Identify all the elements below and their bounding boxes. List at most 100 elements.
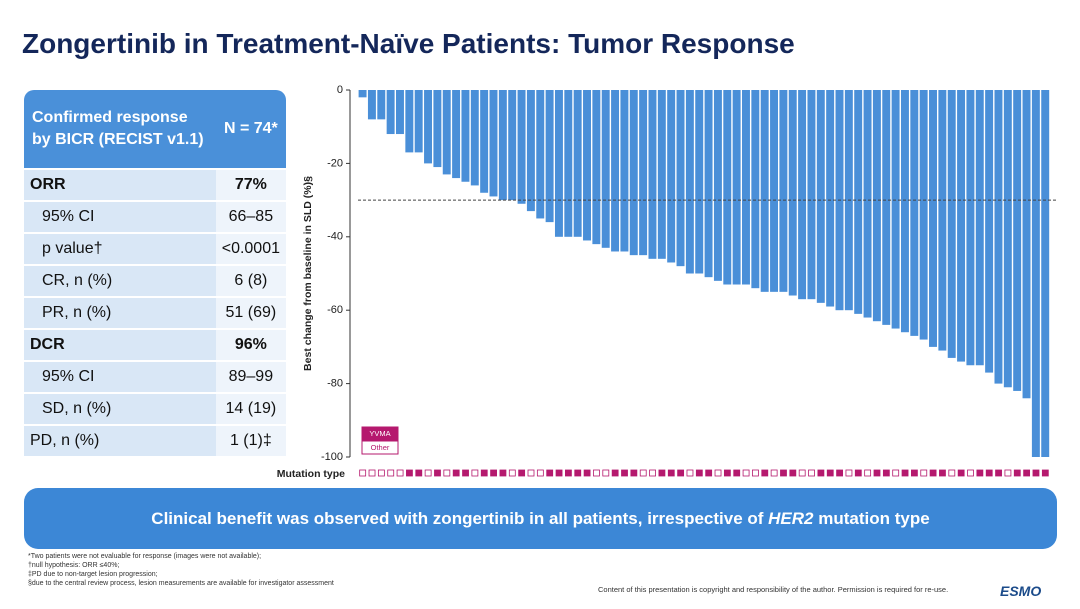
- mutation-marker: [826, 469, 834, 477]
- mutation-marker: [611, 469, 619, 477]
- mutation-marker: [976, 469, 984, 477]
- mutation-marker: [929, 469, 937, 477]
- table-row: DCR 96%: [24, 328, 286, 361]
- copyright: Content of this presentation is copyrigh…: [598, 585, 949, 594]
- mutation-marker: [780, 469, 787, 477]
- mutation-marker: [1032, 469, 1040, 477]
- mutation-marker: [546, 469, 554, 477]
- bar: [461, 90, 470, 182]
- mutation-marker: [630, 469, 638, 477]
- mutation-marker: [424, 469, 432, 477]
- bar: [554, 90, 563, 237]
- bar: [442, 90, 451, 175]
- mutation-marker: [677, 469, 685, 477]
- bar: [788, 90, 797, 296]
- mutation-marker: [1023, 469, 1031, 477]
- bar: [377, 90, 386, 120]
- waterfall-chart: 0 -20 -40 -60 -80 -100 Best change from baseli…: [277, 84, 1058, 480]
- table-cell: 1 (1)‡: [215, 424, 286, 456]
- mutation-marker: [808, 469, 815, 477]
- mutation-marker: [770, 469, 778, 477]
- mutation-marker: [452, 469, 460, 477]
- footnote: †null hypothesis: ORR ≤40%;: [28, 562, 120, 569]
- bar: [713, 90, 722, 281]
- table-header: Confirmed response by BICR (RECIST v1.1): [24, 90, 216, 169]
- mutation-marker: [742, 469, 750, 477]
- bar: [910, 90, 919, 336]
- logo: ESMO: [1000, 583, 1042, 599]
- bar: [732, 90, 741, 285]
- table-cell: 14 (19): [215, 392, 286, 425]
- banner-text: Clinical benefit was observed with zonge…: [151, 508, 769, 528]
- bar: [929, 90, 937, 347]
- mutation-marker: [377, 469, 385, 477]
- mutation-marker: [602, 469, 610, 477]
- mutation-marker: [995, 469, 1002, 477]
- bar: [882, 90, 891, 325]
- footnote: *Two patients were not evaluable for res…: [28, 553, 262, 560]
- bar: [816, 90, 825, 303]
- table-row: 95% CI 66–85: [24, 200, 286, 233]
- mutation-marker: [939, 469, 946, 477]
- bar: [526, 90, 535, 212]
- mutation-marker: [967, 469, 974, 477]
- table-row: CR, n (%) 6 (8): [24, 264, 286, 297]
- bar: [386, 90, 395, 135]
- bar: [452, 90, 461, 179]
- table-row: PD, n (%) 1 (1)‡: [24, 424, 286, 456]
- bar: [1031, 90, 1040, 457]
- table-cell: p value†: [24, 232, 216, 265]
- bar: [405, 90, 414, 153]
- bar: [480, 90, 489, 193]
- y-tick-label: -80: [327, 378, 343, 390]
- bar: [611, 90, 620, 252]
- bar: [1022, 90, 1031, 399]
- table-cell: 66–85: [215, 200, 286, 233]
- mutation-marker: [443, 469, 451, 477]
- bar: [863, 90, 872, 318]
- mutation-marker: [948, 469, 956, 477]
- mutation-marker: [490, 469, 497, 477]
- bar: [657, 90, 666, 259]
- mutation-marker: [882, 469, 890, 477]
- bar: [573, 90, 582, 237]
- bar: [1003, 90, 1012, 388]
- mutation-marker: [518, 469, 526, 477]
- banner: Clinical benefit was observed with zonge…: [24, 488, 1057, 549]
- bar: [957, 90, 966, 362]
- mutation-marker: [565, 469, 572, 477]
- bar: [367, 90, 376, 120]
- legend-box: [361, 426, 399, 441]
- bar: [517, 90, 526, 204]
- table-row: PR, n (%) 51 (69): [24, 296, 286, 329]
- banner-text: mutation type: [813, 508, 930, 528]
- mutation-marker: [527, 469, 535, 477]
- table-cell: SD, n (%): [24, 392, 216, 425]
- mutation-marker: [396, 469, 404, 477]
- bar: [414, 90, 423, 153]
- mutation-marker: [714, 469, 722, 477]
- table-header: N = 74*: [215, 90, 286, 169]
- footnote: §due to the central review process, lesi…: [28, 580, 334, 587]
- mutation-marker: [723, 469, 731, 477]
- mutation-marker: [359, 469, 367, 477]
- bar: [545, 90, 554, 223]
- mutation-marker: [854, 469, 862, 477]
- y-tick-label: -40: [327, 231, 343, 243]
- response-table: Confirmed response by BICR (RECIST v1.1)…: [24, 90, 286, 456]
- table-cell: 77%: [215, 168, 286, 201]
- bar: [667, 90, 676, 263]
- mutation-marker: [733, 469, 741, 477]
- bar: [985, 90, 994, 373]
- bar: [900, 90, 909, 333]
- bar: [723, 90, 732, 285]
- bar: [601, 90, 610, 248]
- bar: [994, 90, 1003, 384]
- mutation-marker: [1004, 469, 1012, 477]
- mutation-marker: [593, 469, 600, 477]
- bar: [975, 90, 984, 366]
- table-cell: 51 (69): [215, 296, 286, 329]
- bar: [639, 90, 648, 256]
- mutation-marker: [957, 469, 965, 477]
- table-cell: 96%: [215, 328, 286, 361]
